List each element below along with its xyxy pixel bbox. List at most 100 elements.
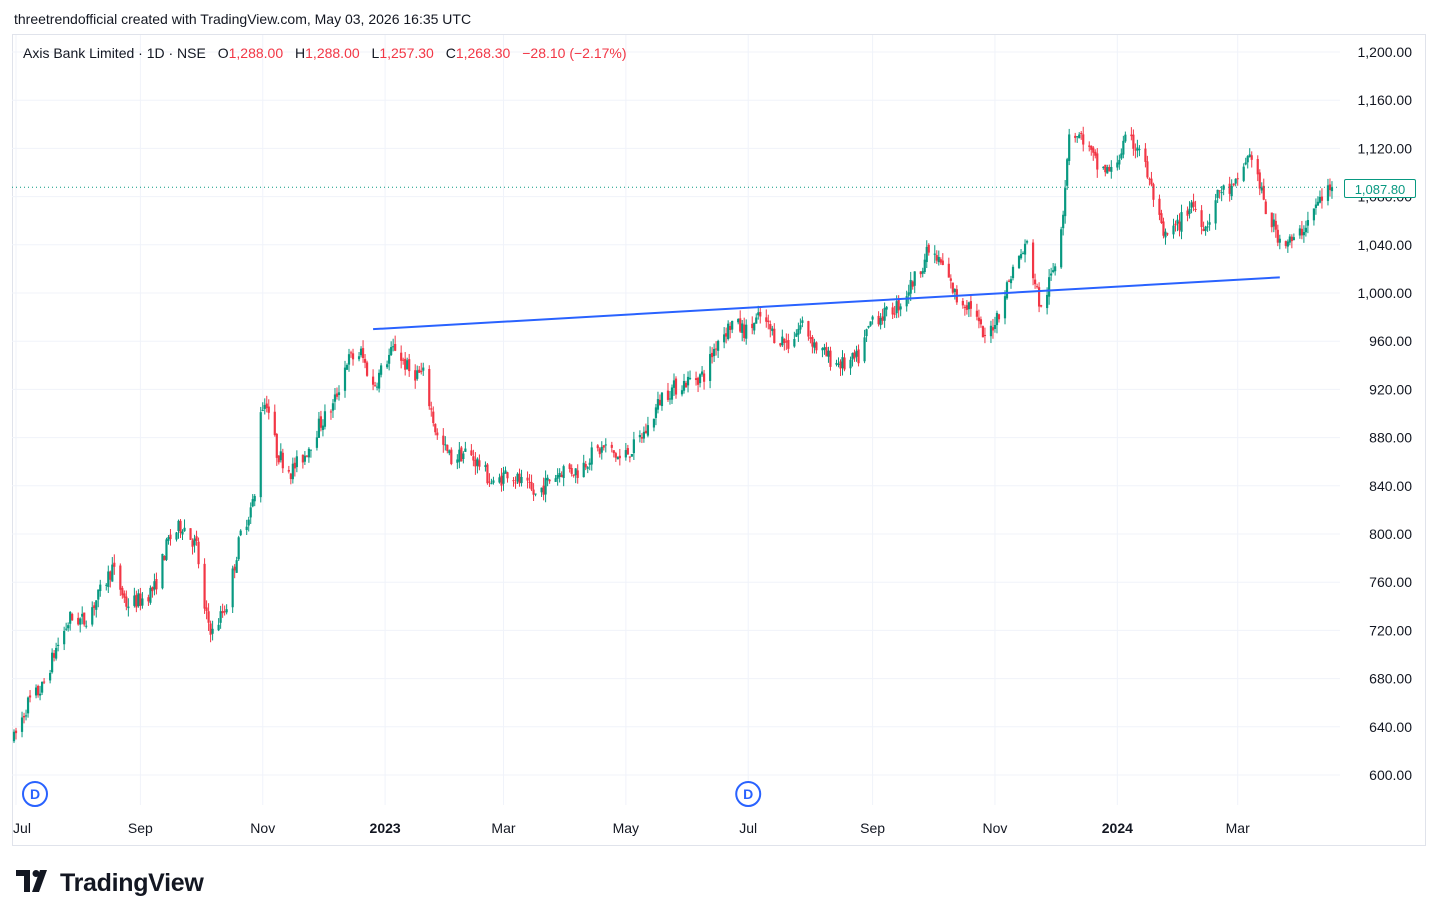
candle-body (576, 470, 579, 478)
candle-body (1244, 162, 1247, 165)
change-value: −28.10 (−2.17%) (522, 45, 627, 61)
candle-body (869, 321, 872, 326)
candle-body (476, 458, 479, 466)
candle-body (1172, 225, 1175, 235)
candle-body (434, 423, 437, 433)
candle-body (1288, 236, 1291, 243)
chart-frame (12, 34, 1426, 846)
candle-body (895, 301, 898, 314)
candle-body (933, 253, 936, 255)
candle-body (36, 685, 40, 696)
x-tick-label: Nov (250, 820, 275, 836)
candle-body (532, 489, 535, 495)
candle-body (177, 520, 180, 532)
candle-body (317, 418, 321, 438)
candle-body (1178, 221, 1181, 231)
x-tick-label: 2023 (370, 820, 401, 836)
candle-body (700, 371, 704, 375)
candle-body (626, 448, 629, 455)
candle-body (359, 348, 363, 356)
candle-body (414, 370, 417, 381)
candle-body (1236, 178, 1239, 180)
symbol-title[interactable]: Axis Bank Limited · 1D · NSE (23, 45, 206, 61)
candle-body (1064, 188, 1067, 217)
candle-body (442, 435, 445, 445)
candle-body (1330, 187, 1334, 192)
symbol-legend[interactable]: Axis Bank Limited · 1D · NSE O1,288.00 H… (23, 45, 627, 61)
candle-body (751, 323, 754, 329)
candle-body (660, 392, 664, 407)
candle-body (725, 333, 728, 337)
candle-body (408, 359, 411, 372)
candle-body (1246, 156, 1249, 163)
candle-body (809, 337, 812, 339)
candle-body (189, 528, 192, 540)
candle-body (235, 560, 238, 573)
x-tick-label: Mar (491, 820, 515, 836)
candle-body (1108, 166, 1111, 172)
candle-body (967, 302, 970, 310)
candle-body (739, 318, 742, 332)
candle-body (141, 598, 144, 606)
candle-body (793, 339, 796, 347)
candle-body (53, 653, 56, 658)
y-tick-label: 640.00 (1369, 719, 1412, 735)
candle-body (77, 617, 80, 625)
tradingview-logo[interactable]: TradingView (16, 868, 204, 898)
candle-body (737, 319, 740, 323)
candle-body (1192, 201, 1195, 207)
dividend-marker[interactable]: D (22, 781, 48, 807)
candle-body (57, 644, 60, 646)
candle-body (464, 448, 467, 452)
candle-body (390, 347, 393, 355)
candle-body (600, 446, 603, 453)
candle-body (893, 313, 896, 315)
candle-body (899, 306, 902, 310)
candle-body (1312, 208, 1316, 221)
candle-body (965, 305, 968, 310)
dividend-marker[interactable]: D (735, 781, 762, 807)
candle-body (1122, 140, 1125, 155)
candle-body (79, 618, 82, 625)
candle-body (867, 325, 870, 328)
candle-body (881, 316, 884, 321)
candle-body (1007, 280, 1011, 282)
candle-body (672, 380, 676, 388)
candle-body (1222, 185, 1225, 190)
candle-body (769, 324, 772, 330)
candle-body (709, 354, 712, 381)
candle-body (430, 408, 433, 410)
candle-body (273, 411, 276, 436)
candle-body (1106, 167, 1109, 174)
candles (12, 126, 1334, 744)
candle-body (1202, 228, 1205, 232)
candle-body (380, 365, 383, 375)
candle-body (478, 460, 481, 467)
candle-body (991, 327, 995, 331)
candle-body (105, 584, 108, 586)
candle-body (891, 307, 894, 315)
candle-body (612, 450, 615, 454)
candle-body (42, 681, 46, 683)
candle-body (492, 480, 495, 483)
candle-body (1208, 222, 1211, 225)
candle-body (378, 372, 381, 389)
candle-body (1005, 282, 1009, 299)
candle-body (209, 623, 212, 635)
candle-body (221, 611, 224, 614)
candle-body (69, 611, 72, 624)
candle-body (1132, 134, 1135, 149)
candle-body (1003, 296, 1007, 319)
candle-body (1011, 266, 1015, 279)
candle-body (624, 450, 627, 458)
candle-body (289, 473, 292, 480)
trend-line[interactable] (373, 276, 1280, 331)
candle-body (309, 449, 313, 451)
candle-body (1300, 228, 1303, 236)
candle-body (767, 320, 770, 323)
candle-body (1136, 147, 1139, 151)
candle-body (1200, 210, 1203, 228)
candle-body (1304, 227, 1307, 233)
